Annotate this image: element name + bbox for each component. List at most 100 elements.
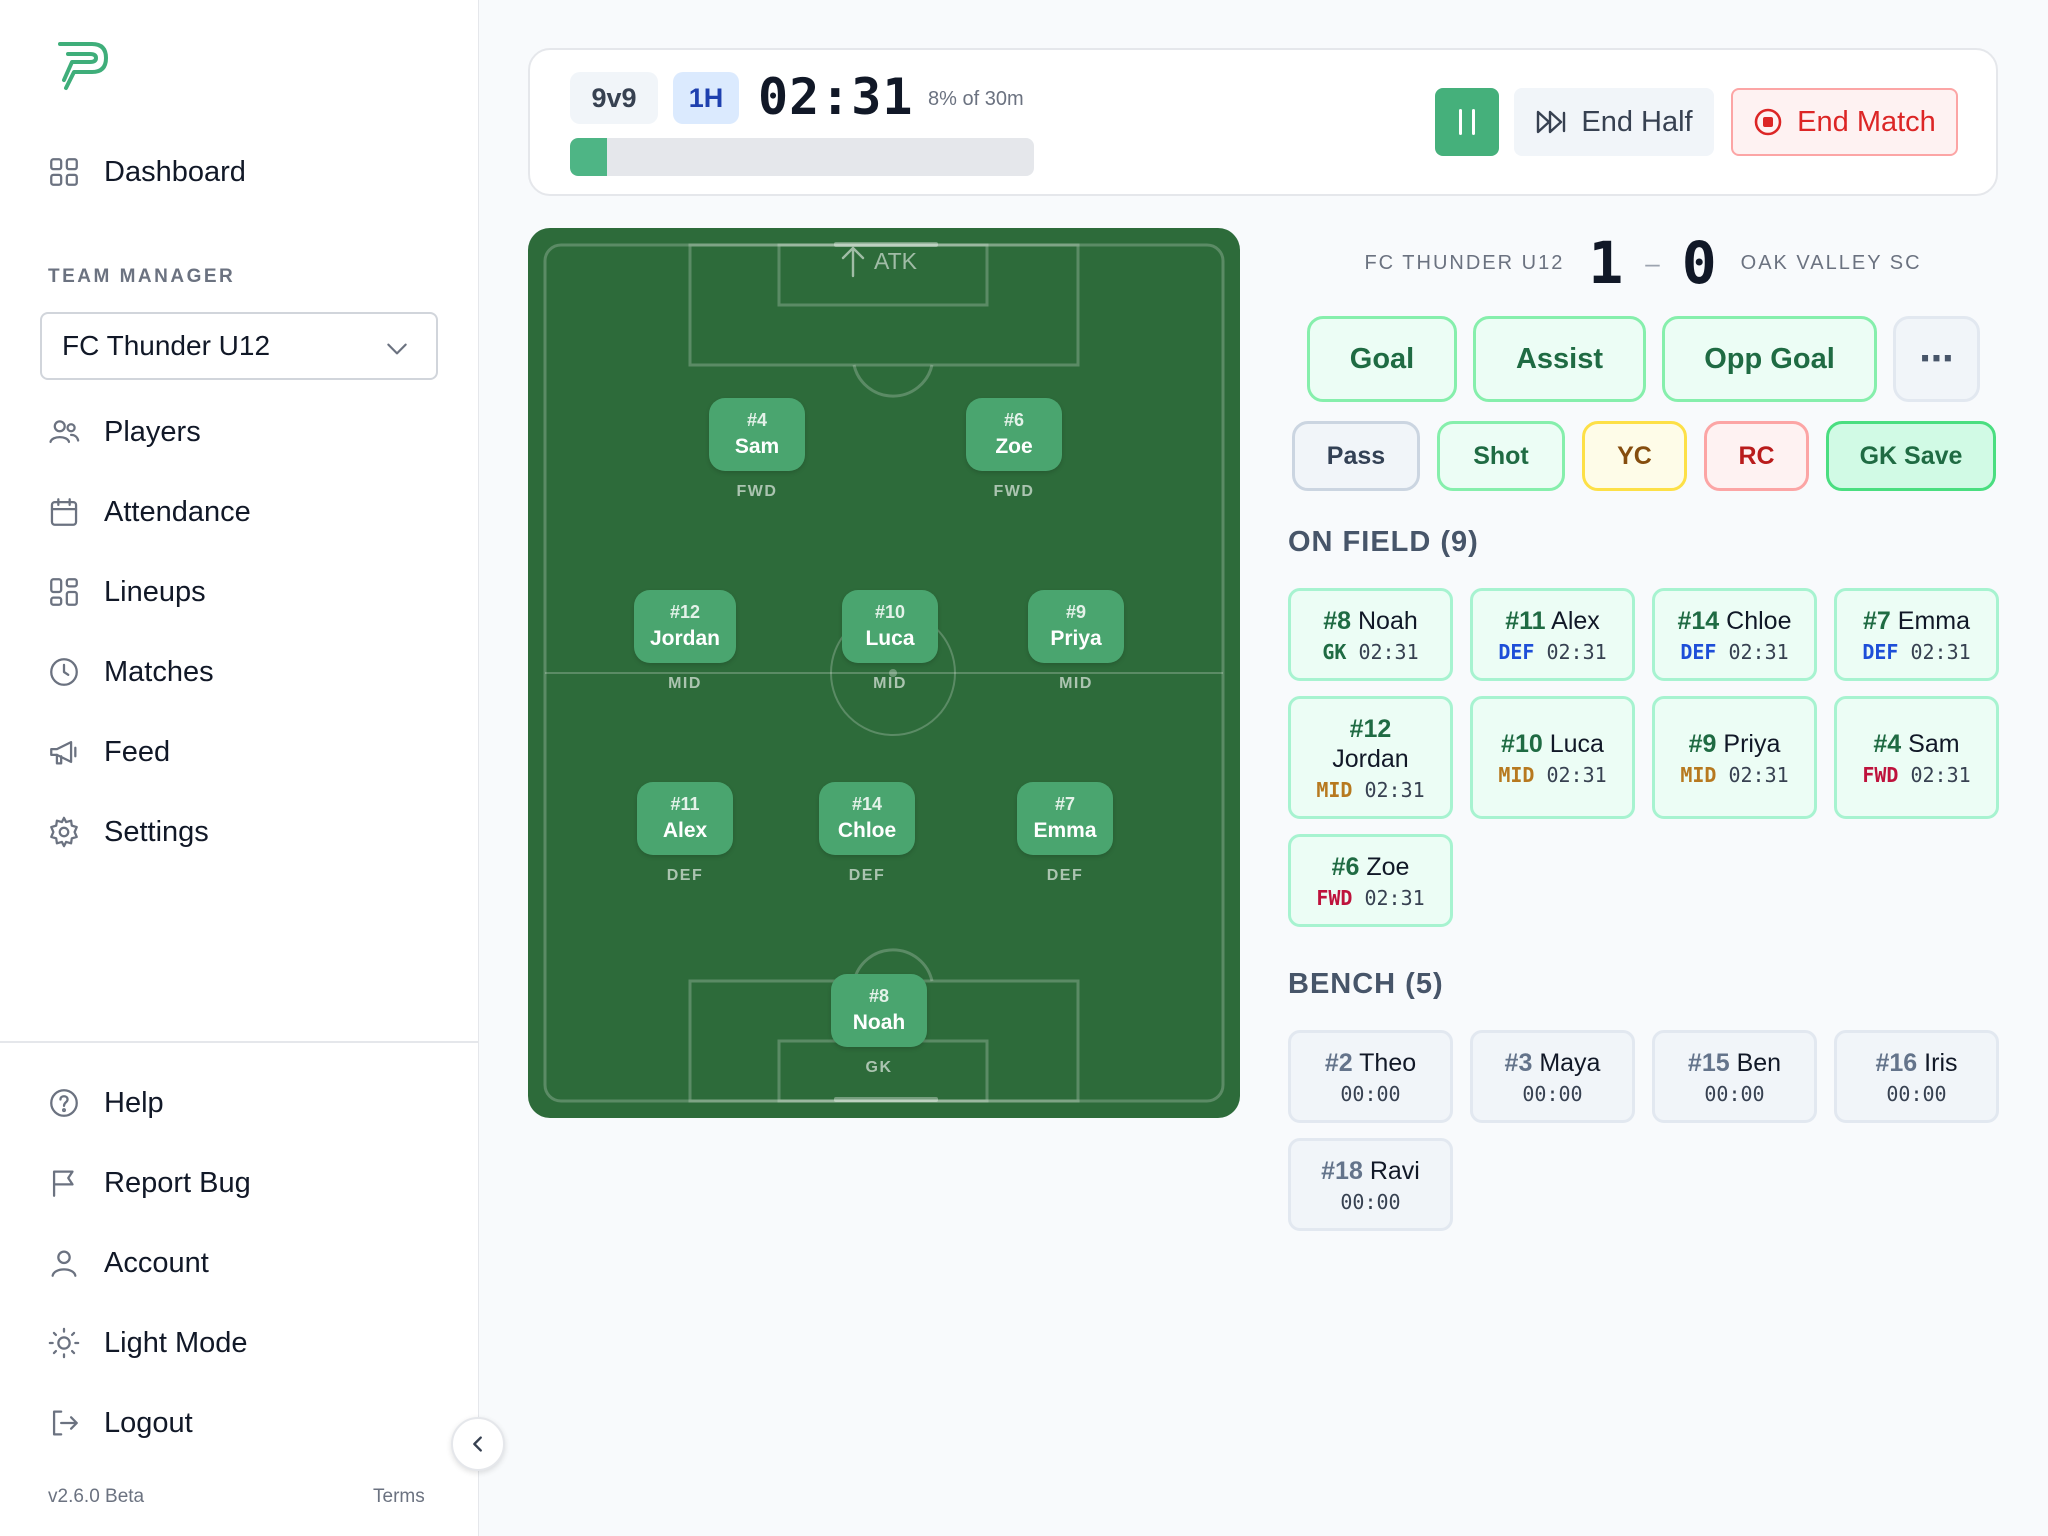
card-meta-line: MID 02:31 bbox=[1680, 763, 1788, 787]
nav-feed[interactable]: Feed bbox=[44, 728, 170, 776]
player-badge[interactable]: #9 Priya bbox=[1028, 590, 1124, 663]
card-name: Theo bbox=[1359, 1048, 1417, 1077]
pitch-player-token[interactable]: #4 Sam FWD bbox=[709, 398, 805, 501]
card-name: Ravi bbox=[1369, 1156, 1420, 1185]
card-position: FWD bbox=[1862, 762, 1899, 787]
nav-matches[interactable]: Matches bbox=[44, 648, 214, 696]
on-field-player-card[interactable]: #11 Alex DEF 02:31 bbox=[1470, 588, 1635, 681]
home-score: 1 bbox=[1588, 229, 1624, 297]
pitch-player-token[interactable]: #6 Zoe FWD bbox=[966, 398, 1062, 501]
terms-link[interactable]: Terms bbox=[373, 1486, 425, 1507]
card-name-line: #14 Chloe bbox=[1678, 606, 1792, 636]
card-meta-line: FWD 02:31 bbox=[1862, 763, 1970, 787]
player-position: MID bbox=[873, 675, 907, 692]
card-number: #6 bbox=[1331, 852, 1360, 881]
player-position: MID bbox=[668, 675, 702, 692]
red-card-button[interactable]: RC bbox=[1704, 421, 1809, 491]
card-name: Luca bbox=[1549, 729, 1604, 758]
app-version: v2.6.0 Beta bbox=[48, 1486, 145, 1507]
on-field-player-card[interactable]: #10 Luca MID 02:31 bbox=[1470, 696, 1635, 819]
card-number: #3 bbox=[1504, 1048, 1533, 1077]
card-number: #18 bbox=[1321, 1156, 1363, 1185]
player-badge[interactable]: #6 Zoe bbox=[966, 398, 1062, 471]
team-select[interactable]: FC Thunder U12 bbox=[40, 312, 438, 380]
nav-help[interactable]: Help bbox=[44, 1079, 164, 1127]
nav-lineups[interactable]: Lineups bbox=[44, 568, 206, 616]
pitch-player-token[interactable]: #9 Priya MID bbox=[1028, 590, 1124, 693]
card-time: 02:31 bbox=[1910, 762, 1971, 787]
player-badge[interactable]: #10 Luca bbox=[842, 590, 938, 663]
nav-players[interactable]: Players bbox=[44, 408, 201, 456]
bench-player-card[interactable]: #16 Iris 00:00 bbox=[1834, 1030, 1999, 1123]
nav-label: Lineups bbox=[104, 575, 206, 608]
pitch-player-token[interactable]: #14 Chloe DEF bbox=[819, 782, 915, 885]
bench-player-card[interactable]: #3 Maya 00:00 bbox=[1470, 1030, 1635, 1123]
bench-player-card[interactable]: #2 Theo 00:00 bbox=[1288, 1030, 1453, 1123]
player-number: #6 bbox=[1003, 410, 1025, 430]
nav-report-bug[interactable]: Report Bug bbox=[44, 1159, 251, 1207]
on-field-player-card[interactable]: #8 Noah GK 02:31 bbox=[1288, 588, 1453, 681]
player-badge[interactable]: #7 Emma bbox=[1017, 782, 1113, 855]
nav-account[interactable]: Account bbox=[44, 1239, 209, 1287]
nav-dashboard[interactable]: Dashboard bbox=[44, 148, 246, 196]
away-score: 0 bbox=[1681, 229, 1717, 297]
nav-attendance[interactable]: Attendance bbox=[44, 488, 251, 536]
card-time: 00:00 bbox=[1886, 1081, 1947, 1106]
pitch-player-token[interactable]: #8 Noah GK bbox=[831, 974, 927, 1077]
logout-icon bbox=[44, 1403, 84, 1443]
card-position: MID bbox=[1680, 762, 1717, 787]
on-field-player-card[interactable]: #7 Emma DEF 02:31 bbox=[1834, 588, 1999, 681]
on-field-player-card[interactable]: #4 Sam FWD 02:31 bbox=[1834, 696, 1999, 819]
stop-circle-icon bbox=[1754, 108, 1782, 136]
on-field-player-card[interactable]: #9 Priya MID 02:31 bbox=[1652, 696, 1817, 819]
card-time: 00:00 bbox=[1340, 1189, 1401, 1214]
player-badge[interactable]: #4 Sam bbox=[709, 398, 805, 471]
card-name: Sam bbox=[1908, 729, 1960, 758]
nav-logout[interactable]: Logout bbox=[44, 1399, 193, 1447]
bench-player-card[interactable]: #18 Ravi 00:00 bbox=[1288, 1138, 1453, 1231]
bench-player-card[interactable]: #15 Ben 00:00 bbox=[1652, 1030, 1817, 1123]
card-time: 00:00 bbox=[1522, 1081, 1583, 1106]
player-badge[interactable]: #8 Noah bbox=[831, 974, 927, 1047]
player-badge[interactable]: #12 Jordan bbox=[634, 590, 737, 663]
player-number: #9 bbox=[1065, 602, 1087, 622]
player-position: DEF bbox=[848, 867, 886, 884]
pass-button[interactable]: Pass bbox=[1292, 421, 1420, 491]
half-badge: 1H bbox=[673, 72, 739, 124]
card-name-line: #9 Priya bbox=[1689, 729, 1781, 759]
app-logo-icon[interactable] bbox=[52, 36, 112, 92]
more-events-button[interactable]: ⋯ bbox=[1893, 316, 1980, 402]
card-time: 02:31 bbox=[1364, 777, 1425, 802]
end-match-button[interactable]: End Match bbox=[1731, 88, 1958, 156]
pause-button[interactable] bbox=[1435, 88, 1499, 156]
yellow-card-button[interactable]: YC bbox=[1582, 421, 1687, 491]
on-field-player-card[interactable]: #14 Chloe DEF 02:31 bbox=[1652, 588, 1817, 681]
pitch-player-token[interactable]: #11 Alex DEF bbox=[637, 782, 733, 885]
pitch-player-token[interactable]: #10 Luca MID bbox=[842, 590, 938, 693]
card-name-line: #12 Jordan bbox=[1332, 714, 1408, 774]
shot-button[interactable]: Shot bbox=[1437, 421, 1565, 491]
on-field-player-card[interactable]: #6 Zoe FWD 02:31 bbox=[1288, 834, 1453, 927]
player-badge[interactable]: #11 Alex bbox=[637, 782, 733, 855]
collapse-sidebar-button[interactable] bbox=[451, 1417, 505, 1471]
pitch-player-token[interactable]: #7 Emma DEF bbox=[1017, 782, 1113, 885]
player-name: Sam bbox=[734, 435, 780, 458]
pitch-player-token[interactable]: #12 Jordan MID bbox=[634, 590, 737, 693]
chevron-down-icon bbox=[387, 343, 407, 355]
opp-goal-button[interactable]: Opp Goal bbox=[1662, 316, 1877, 402]
nav-settings[interactable]: Settings bbox=[44, 808, 209, 856]
card-name-line: #8 Noah bbox=[1323, 606, 1418, 636]
player-name: Jordan bbox=[650, 627, 721, 650]
player-name: Zoe bbox=[995, 435, 1033, 458]
gk-save-button[interactable]: GK Save bbox=[1826, 421, 1996, 491]
player-badge[interactable]: #14 Chloe bbox=[819, 782, 915, 855]
on-field-player-card[interactable]: #12 Jordan MID 02:31 bbox=[1288, 696, 1453, 819]
assist-button[interactable]: Assist bbox=[1473, 316, 1646, 402]
arrow-up-icon bbox=[841, 246, 865, 278]
nav-light-mode[interactable]: Light Mode bbox=[44, 1319, 248, 1367]
card-number: #8 bbox=[1323, 606, 1352, 635]
card-number: #15 bbox=[1687, 1048, 1730, 1077]
player-name: Emma bbox=[1033, 819, 1097, 842]
goal-button[interactable]: Goal bbox=[1307, 316, 1457, 402]
end-half-button[interactable]: End Half bbox=[1514, 88, 1714, 156]
